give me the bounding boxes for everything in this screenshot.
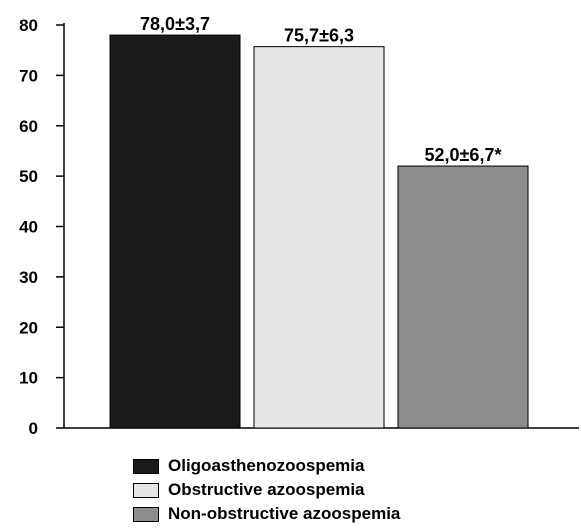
bar [109,34,241,429]
data-labels: 78,0±3,7 75,7±6,3 52,0±6,7* [140,14,501,165]
y-tick-label: 80 [19,16,38,35]
y-axis: 0 10 20 30 40 50 60 70 80 [19,16,579,438]
data-label: 75,7±6,3 [284,26,354,46]
y-tick-label: 40 [19,218,38,237]
bar [397,165,529,429]
bar-chart: 0 10 20 30 40 50 60 70 80 78,0±3,7 75,7±6,3 52,0±6… [19,14,579,438]
legend-label: Non-obstructive azoospemia [168,504,401,523]
data-label: 78,0±3,7 [140,14,210,34]
bars [109,34,529,429]
legend-swatch [133,482,159,498]
y-tick-label: 70 [19,66,38,85]
legend-label: Obstructive azoospemia [168,480,365,499]
y-tick-label: 10 [19,369,38,388]
legend-item-non-obstructive: Non-obstructive azoospemia [133,503,400,525]
legend-label: Oligoasthenozoospemia [168,456,365,475]
y-tick-label: 0 [29,419,38,438]
data-label: 52,0±6,7* [425,145,502,165]
legend-item-obstructive: Obstructive azoospemia [133,479,400,501]
y-tick-label: 50 [19,167,38,186]
legend-swatch [133,506,159,522]
legend-item-oligoasthenozoospemia: Oligoasthenozoospemia [133,455,400,477]
y-tick-label: 60 [19,117,38,136]
bar [253,46,385,429]
legend-swatch [133,458,159,474]
legend: Oligoasthenozoospemia Obstructive azoosp… [133,455,400,527]
y-tick-label: 30 [19,268,38,287]
y-tick-label: 20 [19,318,38,337]
